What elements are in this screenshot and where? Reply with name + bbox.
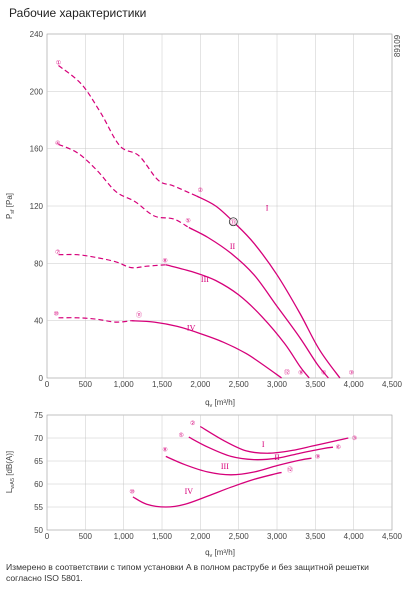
operating-point-marker: ③ xyxy=(349,369,354,376)
x-tick-label: 500 xyxy=(79,380,93,389)
x-axis-label: qv [m³/h] xyxy=(205,548,235,559)
curve-dashed-II xyxy=(58,143,190,229)
operating-point-marker: ⑨ xyxy=(315,453,320,460)
operating-point-marker: ⑪ xyxy=(136,311,142,319)
curve-IV xyxy=(132,471,282,508)
x-tick-label: 0 xyxy=(45,380,50,389)
y-tick-label: 75 xyxy=(34,411,43,420)
operating-point-marker: ② xyxy=(190,420,195,427)
y-tick-label: 80 xyxy=(34,259,43,268)
x-tick-label: 2,000 xyxy=(190,532,211,541)
operating-point-marker: ⑦ xyxy=(55,249,60,256)
curve-label-I: I xyxy=(266,203,269,212)
footnote: Измерено в соответствии с типом установк… xyxy=(6,562,369,583)
curve-label-III: III xyxy=(221,462,229,471)
x-tick-label: 4,500 xyxy=(382,532,403,541)
operating-point-marker: ⑩ xyxy=(54,311,59,318)
curve-I xyxy=(199,425,349,454)
x-tick-label: 3,500 xyxy=(305,380,326,389)
operating-point-marker: ④ xyxy=(55,140,60,147)
y-tick-label: 70 xyxy=(34,434,43,443)
curve-solid-I xyxy=(196,195,341,379)
y-tick-label: 160 xyxy=(30,145,44,154)
operating-point-marker: ⑥ xyxy=(336,444,341,451)
x-tick-label: 2,500 xyxy=(229,532,250,541)
y-tick-label: 200 xyxy=(30,87,44,96)
curve-label-IV: IV xyxy=(187,324,196,333)
operating-point-marker: ① xyxy=(56,60,61,67)
x-tick-label: 3,000 xyxy=(267,380,288,389)
operating-point-marker: ⑧ xyxy=(162,257,167,264)
pressure-chart: 0 500 1,000 1,500 2,000 2,500 3,000 3,500 4,000 4… xyxy=(5,30,403,409)
operating-point-marker: ⑫ xyxy=(287,466,293,474)
curve-label-III: III xyxy=(201,275,209,284)
x-tick-label: 1,000 xyxy=(114,380,135,389)
page-title: Рабочие характеристики xyxy=(9,6,147,20)
figure-code: 89109 xyxy=(393,34,402,57)
x-tick-label: 4,500 xyxy=(382,380,403,389)
operating-point-marker: ② xyxy=(198,187,203,194)
operating-point-marker: ⑫ xyxy=(284,368,290,376)
y-tick-label: 0 xyxy=(39,374,44,383)
x-tick-label: 2,500 xyxy=(229,380,250,389)
curve-solid-II xyxy=(188,226,329,379)
curve-label-IV: IV xyxy=(185,487,194,496)
plot-frame xyxy=(46,414,393,531)
curve-label-II: II xyxy=(230,242,236,251)
operating-point-marker: ⑥ xyxy=(321,369,326,376)
x-tick-label: 1,500 xyxy=(152,532,173,541)
operating-point-marker: ⑧ xyxy=(162,447,167,454)
x-tick-label: 4,000 xyxy=(344,532,365,541)
y-tick-label: 40 xyxy=(34,317,43,326)
y-tick-label: 50 xyxy=(34,526,43,535)
sound-level-chart: 0 500 1,000 1,500 2,000 2,500 3,000 3,500 4,000 4… xyxy=(5,411,403,559)
operating-point-marker: ⑩ xyxy=(129,488,134,495)
x-tick-label: 1,500 xyxy=(152,380,173,389)
curve-dashed-III xyxy=(58,253,166,269)
operating-point-marker: ③ xyxy=(352,435,357,442)
curve-label-I: I xyxy=(262,440,265,449)
y-tick-label: 65 xyxy=(34,457,43,466)
curve-dashed-IV xyxy=(58,317,132,323)
x-tick-label: 1,000 xyxy=(114,532,135,541)
x-tick-label: 0 xyxy=(45,532,50,541)
y-tick-label: 55 xyxy=(34,503,43,512)
curve-III xyxy=(165,455,312,476)
curve-label-II: II xyxy=(274,453,280,462)
operating-point-marker: ⑤ xyxy=(185,217,190,224)
x-tick-label: 500 xyxy=(79,532,93,541)
y-tick-label: 240 xyxy=(30,30,44,39)
x-axis-label: qv [m³/h] xyxy=(205,398,235,409)
operating-point-label: ⑪ xyxy=(230,218,236,226)
y-tick-label: 60 xyxy=(34,480,43,489)
operating-point-marker: ⑤ xyxy=(178,432,183,439)
x-tick-label: 2,000 xyxy=(190,380,211,389)
curve-II xyxy=(188,436,334,461)
x-tick-label: 3,500 xyxy=(305,532,326,541)
y-axis-label: LwA5 [dB(A)] xyxy=(5,451,16,493)
curve-solid-IV xyxy=(131,320,282,379)
x-tick-label: 3,000 xyxy=(267,532,288,541)
y-tick-label: 120 xyxy=(30,202,44,211)
curve-dashed-I xyxy=(58,65,197,197)
operating-point-circle xyxy=(228,217,238,227)
y-axis-label: Psf [Pa] xyxy=(5,193,16,219)
x-tick-label: 4,000 xyxy=(344,380,365,389)
curve-solid-III xyxy=(165,264,310,379)
operating-point-marker: ⑨ xyxy=(298,369,303,376)
